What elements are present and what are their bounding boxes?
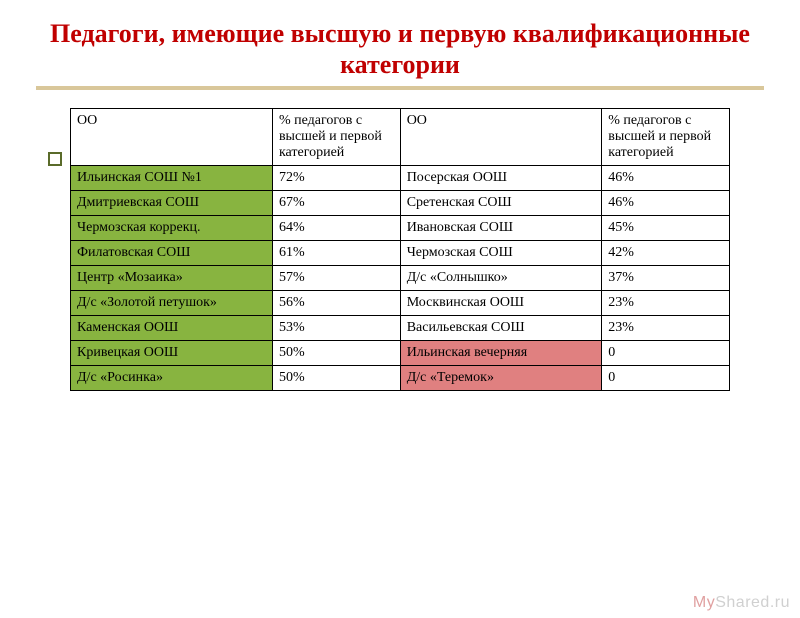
cell-name-left: Кривецкая ООШ bbox=[71, 341, 273, 366]
page-title: Педагоги, имеющие высшую и первую квалиф… bbox=[40, 18, 760, 80]
col-oo-left: ОО bbox=[71, 109, 273, 166]
cell-name-right: Сретенская СОШ bbox=[400, 191, 602, 216]
cell-name-right: Посерская ООШ bbox=[400, 166, 602, 191]
table-row: Каменская ООШ53%Васильевская СОШ23% bbox=[71, 316, 730, 341]
cell-pct-left: 67% bbox=[272, 191, 400, 216]
cell-name-left: Ильинская СОШ №1 bbox=[71, 166, 273, 191]
cell-name-right: Ивановская СОШ bbox=[400, 216, 602, 241]
cell-name-right: Чермозская СОШ bbox=[400, 241, 602, 266]
cell-pct-left: 53% bbox=[272, 316, 400, 341]
cell-pct-left: 56% bbox=[272, 291, 400, 316]
cell-pct-left: 64% bbox=[272, 216, 400, 241]
bullet-icon bbox=[48, 152, 62, 166]
cell-pct-left: 72% bbox=[272, 166, 400, 191]
cell-pct-right: 0 bbox=[602, 366, 730, 391]
col-pct-right: % педагогов с высшей и первой категорией bbox=[602, 109, 730, 166]
cell-pct-left: 50% bbox=[272, 341, 400, 366]
cell-pct-right: 37% bbox=[602, 266, 730, 291]
table-row: Центр «Мозаика»57%Д/с «Солнышко»37% bbox=[71, 266, 730, 291]
table-row: Чермозская коррекц.64%Ивановская СОШ45% bbox=[71, 216, 730, 241]
table-row: Ильинская СОШ №172%Посерская ООШ46% bbox=[71, 166, 730, 191]
cell-name-left: Чермозская коррекц. bbox=[71, 216, 273, 241]
cell-name-right: Васильевская СОШ bbox=[400, 316, 602, 341]
cell-pct-right: 42% bbox=[602, 241, 730, 266]
cell-name-right: Москвинская ООШ bbox=[400, 291, 602, 316]
divider bbox=[36, 86, 764, 90]
teachers-table: ОО % педагогов с высшей и первой категор… bbox=[70, 108, 730, 391]
cell-pct-right: 23% bbox=[602, 316, 730, 341]
table-row: Филатовская СОШ61%Чермозская СОШ42% bbox=[71, 241, 730, 266]
watermark-suffix: Shared.ru bbox=[715, 594, 790, 611]
cell-pct-left: 57% bbox=[272, 266, 400, 291]
cell-name-left: Д/с «Золотой петушок» bbox=[71, 291, 273, 316]
cell-name-right: Д/с «Солнышко» bbox=[400, 266, 602, 291]
cell-pct-right: 46% bbox=[602, 191, 730, 216]
cell-pct-right: 45% bbox=[602, 216, 730, 241]
cell-name-left: Центр «Мозаика» bbox=[71, 266, 273, 291]
col-oo-right: ОО bbox=[400, 109, 602, 166]
cell-pct-left: 50% bbox=[272, 366, 400, 391]
cell-name-left: Филатовская СОШ bbox=[71, 241, 273, 266]
cell-name-right: Ильинская вечерняя bbox=[400, 341, 602, 366]
cell-pct-left: 61% bbox=[272, 241, 400, 266]
cell-name-left: Каменская ООШ bbox=[71, 316, 273, 341]
table-row: Д/с «Росинка»50%Д/с «Теремок»0 bbox=[71, 366, 730, 391]
table-row: Дмитриевская СОШ67%Сретенская СОШ46% bbox=[71, 191, 730, 216]
cell-pct-right: 23% bbox=[602, 291, 730, 316]
cell-name-left: Д/с «Росинка» bbox=[71, 366, 273, 391]
table-row: Кривецкая ООШ50%Ильинская вечерняя0 bbox=[71, 341, 730, 366]
cell-pct-right: 0 bbox=[602, 341, 730, 366]
cell-name-left: Дмитриевская СОШ bbox=[71, 191, 273, 216]
cell-pct-right: 46% bbox=[602, 166, 730, 191]
cell-name-right: Д/с «Теремок» bbox=[400, 366, 602, 391]
table-header-row: ОО % педагогов с высшей и первой категор… bbox=[71, 109, 730, 166]
watermark-prefix: My bbox=[693, 594, 715, 611]
table-row: Д/с «Золотой петушок»56%Москвинская ООШ2… bbox=[71, 291, 730, 316]
watermark: MyShared.ru bbox=[693, 594, 790, 612]
col-pct-left: % педагогов с высшей и первой категорией bbox=[272, 109, 400, 166]
